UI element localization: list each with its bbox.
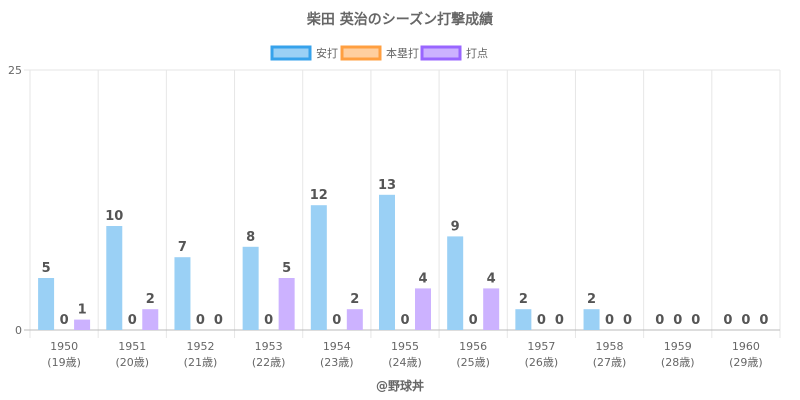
data-label: 0 [691,313,700,328]
x-tick-label: 1954 [323,340,351,353]
x-tick-sublabel: (28歳) [661,356,695,369]
x-tick-sublabel: (19歳) [47,356,81,369]
x-tick-sublabel: (23歳) [320,356,354,369]
bar-安打-1954 [310,205,327,330]
x-tick-sublabel: (29歳) [729,356,763,369]
bar-安打-1950 [38,278,55,330]
x-tick-label: 1956 [459,340,487,353]
data-label: 0 [723,313,732,328]
x-tick-sublabel: (21歳) [184,356,218,369]
data-label: 5 [42,261,51,276]
data-label: 2 [350,292,359,307]
data-label: 0 [673,313,682,328]
chart-title: 柴田 英治のシーズン打撃成績 [306,11,493,28]
legend-swatch-1 [340,45,382,61]
data-label: 0 [741,313,750,328]
bar-安打-1952 [174,257,191,330]
data-label: 0 [400,313,409,328]
data-label: 0 [555,313,564,328]
bar-打点-1951 [142,309,159,330]
legend-label-2: 打点 [466,46,488,60]
data-label: 0 [214,313,223,328]
x-tick-label: 1951 [118,340,146,353]
y-tick-label: 0 [15,324,22,337]
bar-安打-1953 [242,246,259,330]
data-label: 0 [759,313,768,328]
x-tick-label: 1950 [50,340,78,353]
credit: @野球丼 [376,378,424,393]
x-tick-sublabel: (22歳) [252,356,286,369]
bar-打点-1953 [278,278,295,330]
data-label: 1 [78,303,87,318]
data-label: 0 [196,313,205,328]
bar-安打-1956 [447,236,464,330]
data-label: 0 [623,313,632,328]
data-label: 4 [418,271,427,286]
data-label: 4 [487,271,496,286]
x-tick-label: 1952 [186,340,214,353]
bar-打点-1950 [74,319,91,330]
y-tick-label: 25 [8,64,22,77]
x-tick-label: 1959 [664,340,692,353]
bar-打点-1956 [483,288,500,330]
data-label: 0 [605,313,614,328]
x-tick-label: 1955 [391,340,419,353]
data-label: 9 [451,219,460,234]
data-label: 2 [587,292,596,307]
legend-swatch-0 [270,45,312,61]
bar-打点-1954 [346,309,363,330]
data-label: 13 [378,178,396,193]
bar-安打-1951 [106,226,123,330]
data-label: 0 [60,313,69,328]
data-label: 0 [469,313,478,328]
grid: 0251950(19歳)1951(20歳)1952(21歳)1953(22歳)1… [8,64,781,369]
legend: 安打 本塁打 打点 [270,45,488,61]
x-tick-label: 1957 [527,340,555,353]
data-label: 8 [246,230,255,245]
x-tick-label: 1958 [596,340,624,353]
bar-安打-1958 [583,309,600,330]
bar-安打-1955 [379,194,395,330]
x-tick-sublabel: (25歳) [456,356,490,369]
data-label: 0 [264,313,273,328]
x-tick-sublabel: (24歳) [388,356,422,369]
data-label: 2 [146,292,155,307]
data-label: 2 [519,292,528,307]
x-tick-sublabel: (27歳) [593,356,627,369]
data-label: 0 [128,313,137,328]
bar-打点-1955 [415,288,431,330]
x-tick-sublabel: (20歳) [115,356,149,369]
data-label: 7 [178,240,187,255]
x-tick-label: 1960 [732,340,760,353]
legend-label-0: 安打 [316,46,338,60]
x-tick-label: 1953 [255,340,283,353]
legend-swatch-2 [420,45,462,61]
data-label: 5 [282,261,291,276]
bar-安打-1957 [515,309,532,330]
data-label: 0 [655,313,664,328]
x-tick-sublabel: (26歳) [525,356,559,369]
legend-label-1: 本塁打 [386,46,419,60]
data-label: 0 [537,313,546,328]
data-label: 10 [105,209,123,224]
data-label: 0 [332,313,341,328]
data-label: 12 [310,188,328,203]
